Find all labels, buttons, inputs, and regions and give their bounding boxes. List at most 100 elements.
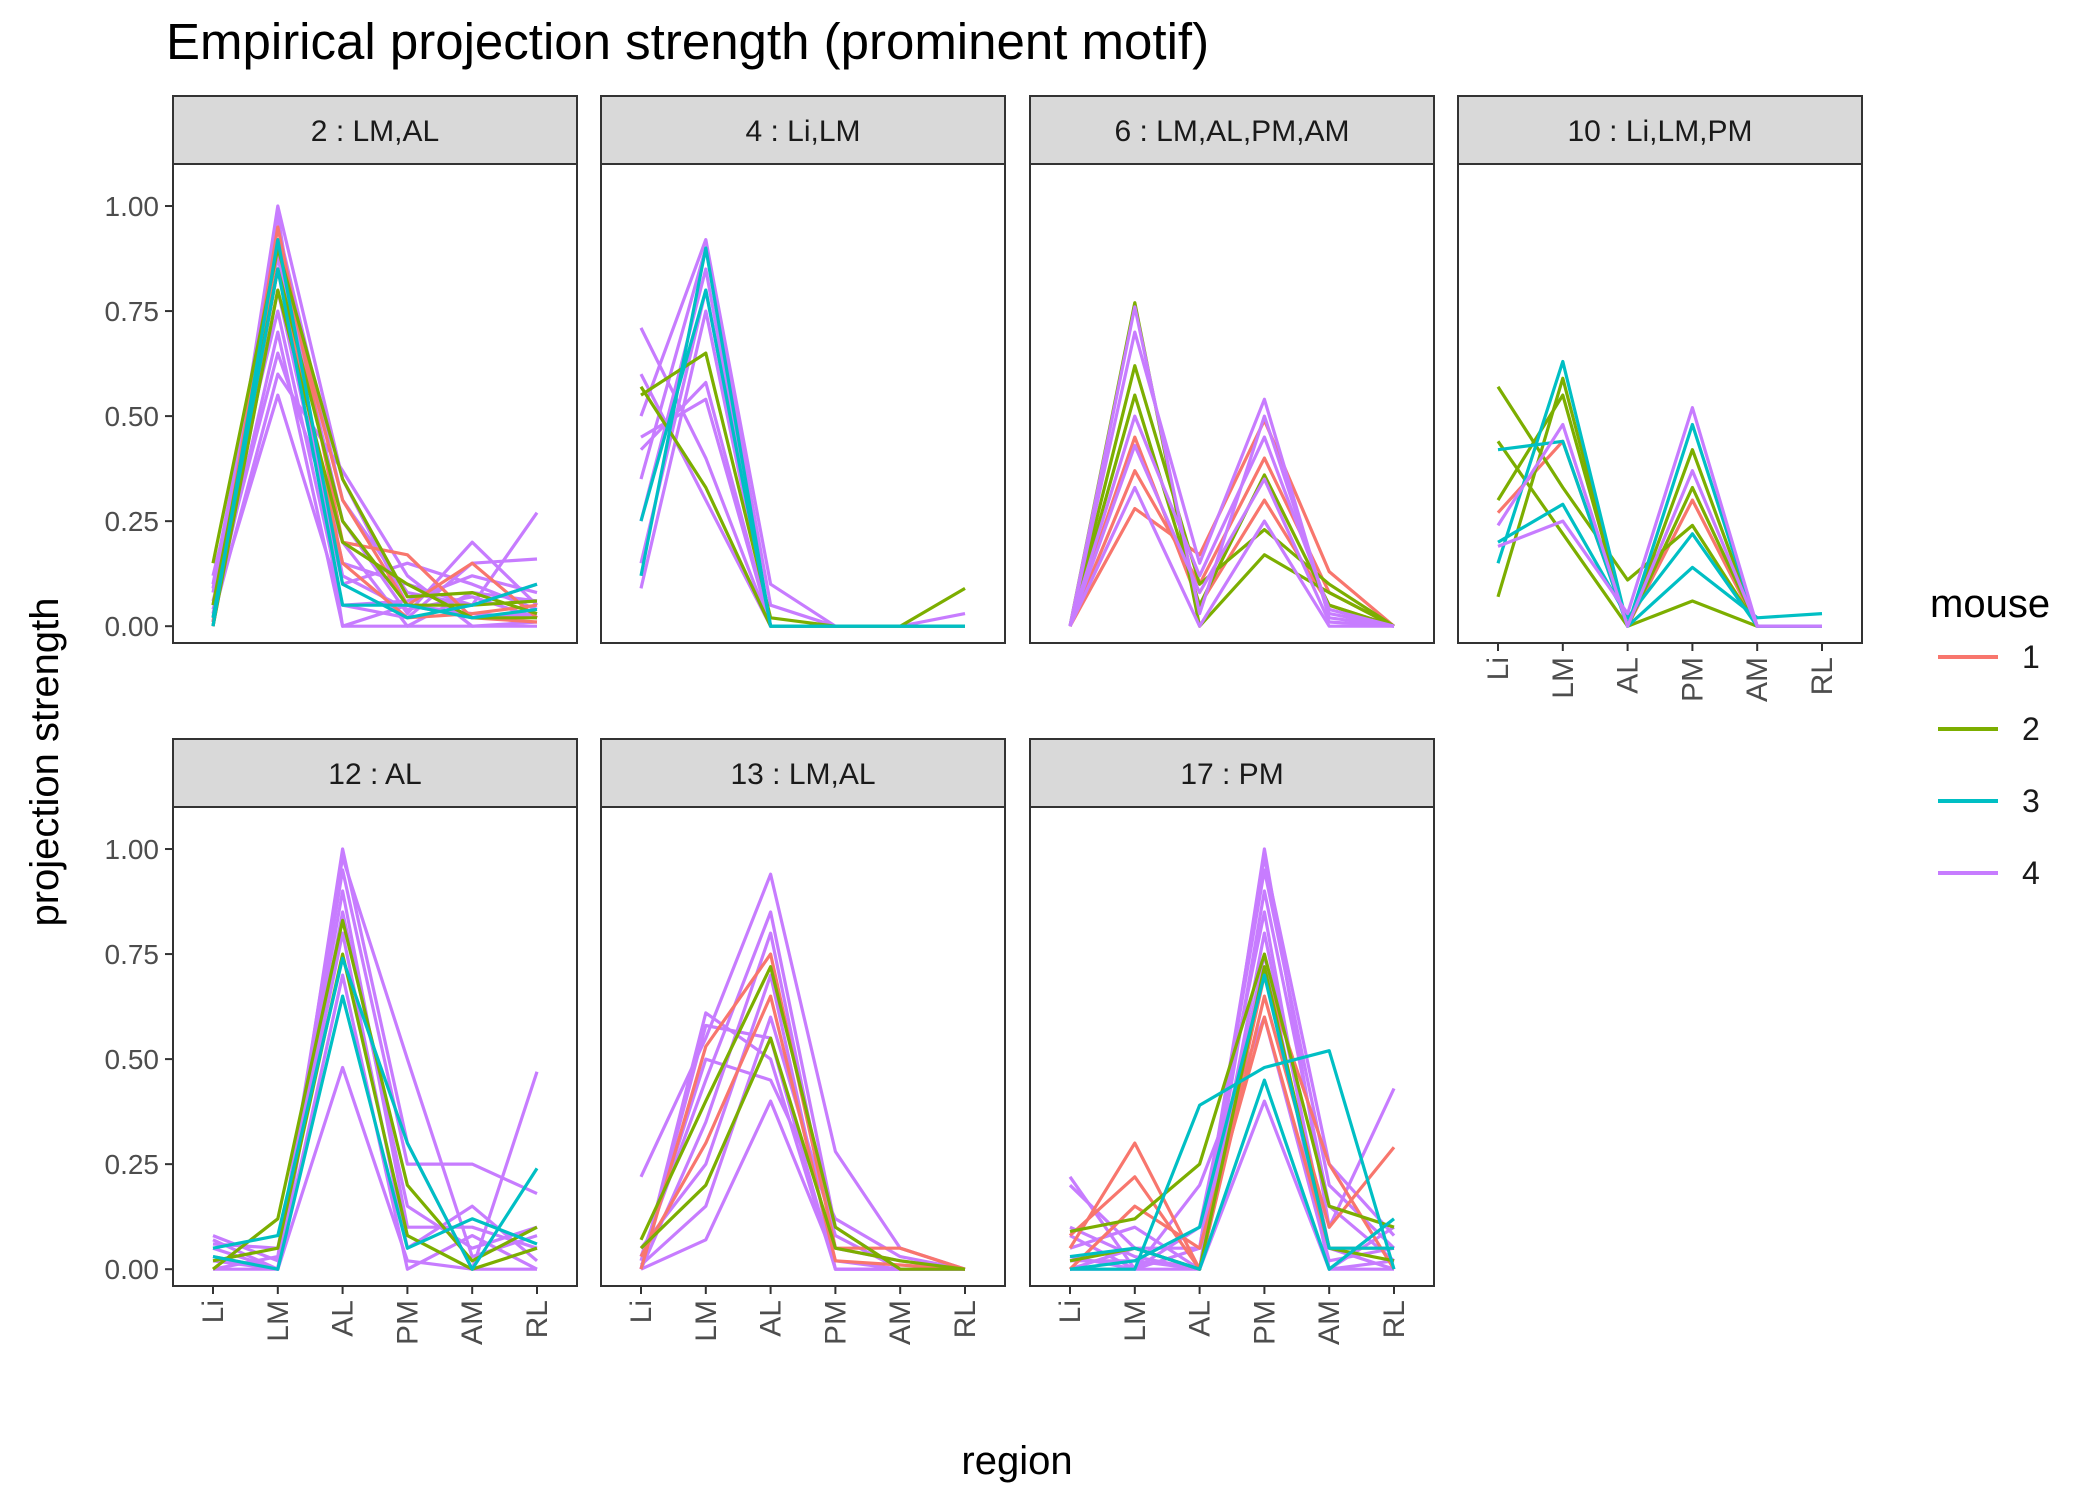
- x-tick-label: Li: [1054, 1300, 1087, 1323]
- x-tick-label: RL: [1378, 1300, 1411, 1338]
- y-tick-label: 1.00: [105, 191, 160, 222]
- series-line-mouse-4: [1068, 305, 1395, 628]
- series-line-mouse-2: [639, 965, 965, 1271]
- series-line-mouse-3: [212, 994, 538, 1271]
- x-tick-label: Li: [1482, 657, 1515, 680]
- facet-label: 17 : PM: [1180, 758, 1283, 791]
- x-tick-label: PM: [819, 1300, 852, 1345]
- series-line-mouse-4: [1496, 422, 1822, 628]
- legend-item-2: 2: [1930, 711, 2100, 799]
- y-tick-label: 0.50: [105, 1044, 160, 1075]
- panel-3: 10 : Li,LM,PM Li LM AL PM AM RL: [1457, 95, 1863, 702]
- x-tick-label: AM: [884, 1300, 917, 1345]
- legend-label-3: 3: [2022, 783, 2040, 819]
- facet-label: 13 : LM,AL: [730, 758, 875, 791]
- panel-border: [172, 163, 578, 644]
- series-line-mouse-3: [212, 956, 539, 1271]
- y-tick-label: 1.00: [105, 834, 160, 865]
- x-tick-label: PM: [1676, 657, 1709, 702]
- y-tick-label: 0.50: [105, 401, 160, 432]
- series-line-mouse-2: [1068, 393, 1395, 628]
- facet-label: 4 : Li,LM: [745, 115, 860, 148]
- y-axis-title: projection strength: [23, 597, 67, 926]
- series-line-mouse-4: [1069, 855, 1396, 1271]
- series-line-mouse-2: [639, 1036, 966, 1271]
- series-line-mouse-1: [639, 994, 966, 1271]
- facet-label: 6 : LM,AL,PM,AM: [1114, 115, 1349, 148]
- facet-label: 2 : LM,AL: [311, 115, 439, 148]
- panel-border: [1457, 163, 1863, 644]
- panel-background: [173, 164, 577, 643]
- series-line-mouse-2: [212, 952, 538, 1271]
- series-line-mouse-2: [1069, 952, 1395, 1233]
- facet-label: 10 : Li,LM,PM: [1567, 115, 1752, 148]
- series-line-mouse-3: [639, 288, 965, 628]
- legend-label-2: 2: [2022, 711, 2040, 747]
- series-line-mouse-3: [1070, 1049, 1396, 1271]
- x-tick-label: AL: [755, 1300, 788, 1337]
- facet-strip: [172, 95, 578, 165]
- y-tick-label: 0.25: [105, 1149, 160, 1180]
- panel-border: [1029, 806, 1435, 1287]
- series-line-mouse-4: [211, 393, 538, 610]
- x-axis-title: region: [961, 1439, 1072, 1483]
- panel-6: 17 : PM Li LM AL PM AM RL: [1029, 738, 1435, 1345]
- panel-5: 13 : LM,AL Li LM AL PM AM RL: [600, 738, 1006, 1345]
- series-line-mouse-4: [639, 238, 966, 628]
- x-tick-label: AM: [1741, 657, 1774, 702]
- panel-0: 2 : LM,AL 0.00 0.25 0.50 0.75 1.00: [105, 95, 578, 644]
- y-tick-label: 0.75: [105, 296, 160, 327]
- series-line-mouse-1: [1068, 418, 1396, 628]
- panel-background: [601, 807, 1005, 1286]
- x-tick-label: LM: [1119, 1300, 1152, 1342]
- facet-label: 12 : AL: [328, 758, 421, 791]
- series-line-mouse-3: [1069, 1078, 1395, 1271]
- panel-border: [1029, 163, 1435, 644]
- legend-title: mouse: [1930, 582, 2051, 626]
- x-tick-label: RL: [521, 1300, 554, 1338]
- series-line-mouse-3: [211, 267, 538, 620]
- x-tick-label: AL: [1184, 1300, 1217, 1337]
- series-line-mouse-4: [1068, 443, 1395, 628]
- x-tick-label: RL: [1806, 657, 1839, 695]
- y-tick-label: 0.00: [105, 1254, 160, 1285]
- series-line-mouse-4: [1068, 330, 1395, 628]
- panel-border: [172, 806, 578, 1287]
- x-tick-label: AM: [456, 1300, 489, 1345]
- series-line-mouse-4: [1068, 485, 1394, 628]
- x-tick-label: PM: [1248, 1300, 1281, 1345]
- x-tick-label: RL: [949, 1300, 982, 1338]
- legend: mouse 1 2 3 4: [1930, 582, 2100, 943]
- x-tick-label: AL: [327, 1300, 360, 1337]
- y-tick-label: 0.00: [105, 611, 160, 642]
- x-tick-label: AM: [1313, 1300, 1346, 1345]
- facet-strip: [1029, 738, 1435, 808]
- panel-4: 12 : AL 0.00 0.25 0.50 0.75 1.00 Li LM AL PM AM RL: [105, 738, 578, 1345]
- series-line-mouse-2: [1068, 364, 1395, 628]
- legend-swatch-2: [1938, 727, 1998, 731]
- x-tick-label: LM: [1547, 657, 1580, 699]
- panel-border: [600, 163, 1006, 644]
- chart-title: Empirical projection strength (prominent…: [166, 13, 1210, 70]
- x-tick-label: LM: [690, 1300, 723, 1342]
- panel-background: [601, 164, 1005, 643]
- x-tick-label: AL: [1612, 657, 1645, 694]
- x-tick-label: Li: [197, 1300, 230, 1323]
- legend-swatch-4: [1938, 871, 1998, 875]
- x-tick-label: Li: [625, 1300, 658, 1323]
- y-tick-label: 0.75: [105, 939, 160, 970]
- facet-strip: [172, 738, 578, 808]
- legend-swatch-1: [1938, 655, 1998, 659]
- panel-2: 6 : LM,AL,PM,AM: [1029, 95, 1435, 644]
- series-line-mouse-3: [211, 238, 538, 627]
- legend-label-4: 4: [2022, 855, 2040, 891]
- legend-item-1: 1: [1930, 639, 2100, 727]
- legend-swatch-3: [1938, 799, 1998, 803]
- facet-strip: [1029, 95, 1435, 165]
- panel-background: [1458, 164, 1862, 643]
- x-tick-label: LM: [262, 1300, 295, 1342]
- facet-strip: [1457, 95, 1863, 165]
- legend-label-1: 1: [2022, 639, 2040, 675]
